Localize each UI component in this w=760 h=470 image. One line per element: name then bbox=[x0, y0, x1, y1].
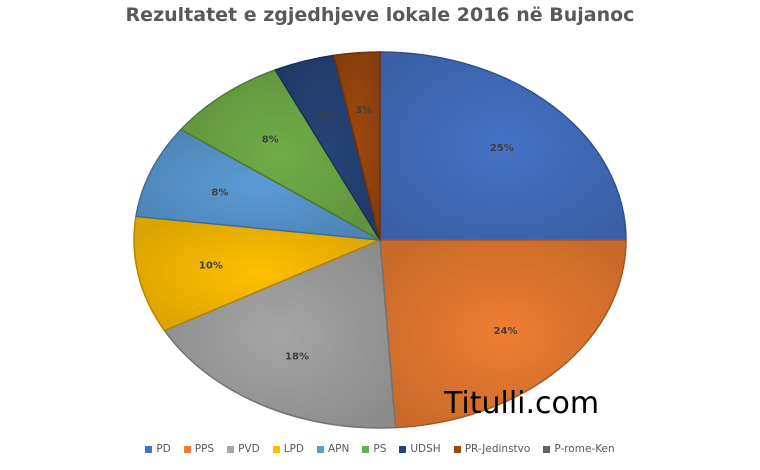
data-label-pvd: 18% bbox=[285, 351, 309, 362]
legend-item-pd: PD bbox=[145, 443, 171, 455]
data-label-pd: 25% bbox=[490, 143, 514, 154]
pie-slice-ps bbox=[179, 68, 383, 243]
legend-label: PS bbox=[373, 443, 387, 455]
legend-label: PD bbox=[156, 443, 171, 455]
pie-slice-lpd bbox=[133, 215, 381, 332]
chart-legend: PD PPS PVD LPD APN PS UDSH PR-Jedinstvo P-rome-K… bbox=[0, 443, 760, 455]
data-label-apn: 8% bbox=[211, 188, 228, 199]
legend-label: UDSH bbox=[410, 443, 441, 455]
legend-item-pr-jedinstvo: PR-Jedinstvo bbox=[453, 443, 531, 455]
data-label-udsh: 4% bbox=[318, 111, 335, 122]
legend-item-pps: PPS bbox=[183, 443, 215, 455]
pie-slice-pvd bbox=[163, 238, 397, 429]
pie-slice-pr-jedinstvo bbox=[332, 51, 381, 241]
legend-label: P-rome-Ken bbox=[554, 443, 615, 455]
legend-item-lpd: LPD bbox=[272, 443, 304, 455]
legend-item-udsh: UDSH bbox=[399, 443, 441, 455]
pie-slice-apn bbox=[135, 128, 381, 241]
legend-swatch bbox=[316, 445, 324, 453]
legend-item-p-rome-ken: P-rome-Ken bbox=[543, 443, 615, 455]
legend-swatch bbox=[453, 445, 461, 453]
legend-swatch bbox=[399, 445, 407, 453]
data-label-lpd: 10% bbox=[199, 261, 223, 272]
watermark: Titulli.com bbox=[444, 386, 600, 421]
legend-item-pvd: PVD bbox=[227, 443, 260, 455]
legend-label: PVD bbox=[238, 443, 260, 455]
legend-swatch bbox=[362, 445, 370, 453]
legend-swatch bbox=[543, 445, 551, 453]
legend-swatch bbox=[227, 445, 235, 453]
data-label-pps: 24% bbox=[494, 326, 518, 337]
legend-swatch bbox=[145, 445, 153, 453]
pie-slice-pps bbox=[379, 239, 627, 429]
legend-label: LPD bbox=[283, 443, 304, 455]
chart-title: Rezultatet e zgjedhjeve lokale 2016 në B… bbox=[125, 4, 635, 26]
pie-slice-pd bbox=[379, 51, 627, 241]
legend-item-ps: PS bbox=[362, 443, 386, 455]
legend-label: APN bbox=[327, 443, 350, 455]
legend-item-apn: APN bbox=[316, 443, 350, 455]
legend-label: PPS bbox=[194, 443, 215, 455]
legend-label: PR-Jedinstvo bbox=[464, 443, 531, 455]
data-label-pr-jedinstvo: 3% bbox=[355, 105, 372, 116]
data-label-ps: 8% bbox=[262, 135, 279, 146]
legend-swatch bbox=[183, 445, 191, 453]
legend-swatch bbox=[272, 445, 280, 453]
